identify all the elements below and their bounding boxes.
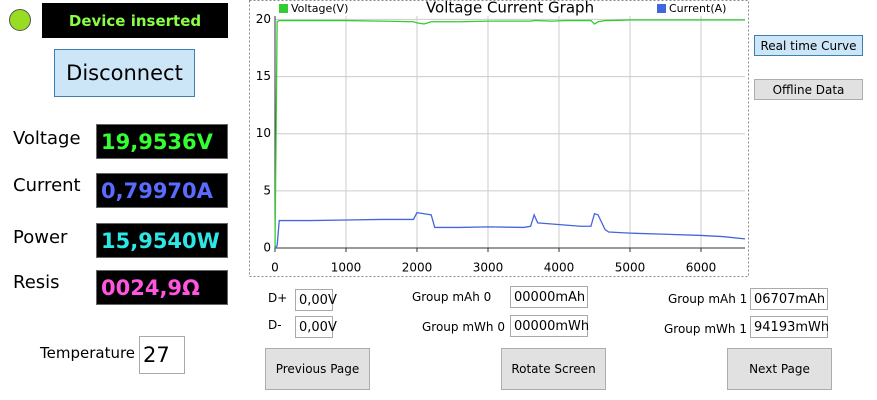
chart: Voltage Current Graph 0 5 10 15 20 0 1000 2000 3… bbox=[249, 0, 749, 277]
bottom-button[interactable]: Rotate Screen bbox=[501, 348, 606, 390]
y-tick-label: 20 bbox=[256, 12, 271, 26]
x-tick-label: 6000 bbox=[686, 261, 717, 275]
y-tick-label: 10 bbox=[256, 126, 271, 140]
bottom-button[interactable]: Previous Page bbox=[265, 348, 370, 390]
side-button[interactable]: Offline Data bbox=[754, 79, 863, 100]
field-label: D+ bbox=[268, 291, 288, 305]
reading-label: Power bbox=[13, 227, 68, 248]
field-value: 00000mWh bbox=[510, 315, 589, 337]
field-label: Group mWh 1 bbox=[664, 322, 747, 336]
x-tick-label: 1000 bbox=[331, 261, 362, 275]
chart-frame bbox=[249, 0, 749, 277]
legend-label: Voltage(V) bbox=[291, 2, 348, 15]
legend-label: Current(A) bbox=[669, 2, 726, 15]
y-tick-label: 5 bbox=[263, 183, 271, 197]
field-label: Group mAh 0 bbox=[412, 290, 492, 304]
field-label: Group mAh 1 bbox=[668, 292, 748, 306]
field-value: 0,00V bbox=[295, 316, 337, 338]
field-label: D- bbox=[268, 318, 282, 332]
temperature-value: 27 bbox=[139, 336, 185, 374]
reading-label: Resis bbox=[13, 272, 60, 293]
x-tick-label: 5000 bbox=[615, 261, 646, 275]
legend-swatch bbox=[279, 4, 288, 13]
bottom-button[interactable]: Next Page bbox=[727, 348, 832, 390]
field-value: 0,00V bbox=[295, 289, 337, 311]
reading-label: Current bbox=[13, 175, 81, 196]
y-tick-label: 15 bbox=[256, 69, 271, 83]
field-label: Group mWh 0 bbox=[422, 320, 505, 334]
x-tick-label: 0 bbox=[271, 261, 279, 275]
field-value: 00000mAh bbox=[510, 286, 588, 308]
status-text: Device inserted bbox=[42, 3, 228, 38]
reading-label: Voltage bbox=[13, 128, 81, 149]
status-led bbox=[9, 9, 31, 31]
temperature-label: Temperature bbox=[40, 344, 136, 362]
reading-value: 0,79970A bbox=[96, 173, 228, 208]
reading-value: 19,9536V bbox=[96, 124, 228, 159]
field-value: 06707mAh bbox=[750, 288, 828, 310]
reading-value: 0024,9Ω bbox=[96, 270, 228, 305]
legend-swatch bbox=[657, 4, 666, 13]
side-button[interactable]: Real time Curve bbox=[754, 35, 863, 56]
reading-value: 15,9540W bbox=[96, 223, 228, 258]
x-tick-label: 4000 bbox=[544, 261, 575, 275]
x-tick-label: 3000 bbox=[473, 261, 504, 275]
series-line bbox=[274, 211, 746, 249]
series-line bbox=[274, 19, 745, 249]
x-tick-label: 2000 bbox=[402, 261, 433, 275]
disconnect-button[interactable]: Disconnect bbox=[54, 49, 195, 97]
chart-title: Voltage Current Graph bbox=[426, 0, 594, 17]
y-tick-label: 0 bbox=[263, 241, 271, 255]
field-value: 94193mWh bbox=[750, 316, 829, 338]
